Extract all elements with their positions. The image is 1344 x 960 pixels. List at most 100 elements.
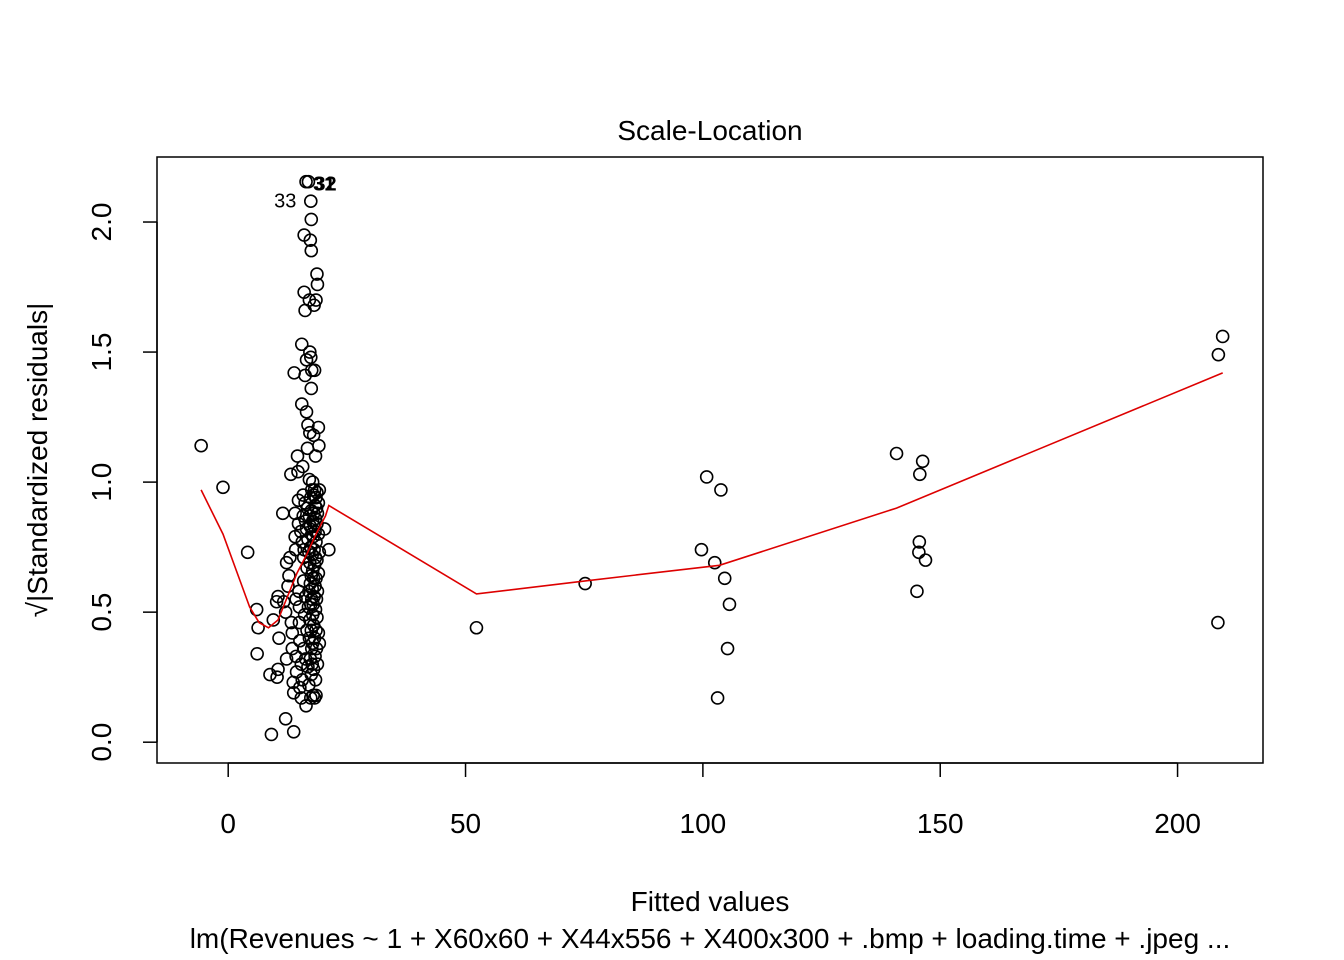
- data-point: [915, 454, 930, 469]
- data-point: [308, 649, 322, 664]
- data-point: [312, 545, 327, 560]
- data-point: [1215, 329, 1230, 344]
- data-point: [707, 555, 722, 570]
- data-point: [578, 576, 592, 591]
- data-point: [303, 350, 318, 365]
- data-point: [310, 584, 325, 599]
- data-point: [303, 233, 318, 248]
- data-point: [694, 542, 709, 557]
- data-point: [302, 472, 317, 487]
- data-point: [281, 579, 295, 593]
- x-tick-label: 0: [220, 808, 236, 839]
- x-axis: 0 50 100 150 200: [220, 762, 1201, 839]
- data-point: [290, 449, 305, 463]
- data-point: [311, 566, 326, 580]
- data-point: [306, 428, 321, 443]
- data-point: [282, 568, 296, 583]
- data-point: [309, 688, 323, 703]
- data-point: [278, 605, 293, 619]
- point-label: 31: [313, 174, 335, 196]
- y-axis-label: √|Standardized residuals|: [22, 303, 53, 618]
- data-point: [269, 594, 284, 609]
- y-tick-label: 0.5: [86, 593, 117, 632]
- data-point: [293, 680, 307, 695]
- data-point: [310, 610, 324, 625]
- data-point: [307, 483, 322, 497]
- data-point: [216, 480, 230, 495]
- data-point: [310, 485, 324, 500]
- data-point: [469, 620, 484, 635]
- data-point: [912, 545, 926, 560]
- data-point: [310, 506, 325, 521]
- data-point: [308, 602, 323, 617]
- y-tick-label: 1.0: [86, 463, 117, 502]
- point-label: 32: [314, 174, 336, 196]
- data-point: [305, 657, 320, 671]
- data-point: [310, 657, 325, 671]
- data-point: [913, 467, 927, 482]
- smooth-line: [200, 372, 1224, 629]
- data-point: [278, 711, 293, 726]
- x-tick-label: 50: [450, 808, 481, 839]
- data-point: [299, 698, 313, 713]
- data-point: [312, 636, 327, 651]
- data-point: [310, 277, 325, 292]
- plot-frame: [156, 156, 1264, 764]
- data-point: [311, 420, 326, 435]
- x-tick-label: 150: [917, 808, 964, 839]
- y-tick-label: 2.0: [86, 203, 117, 242]
- x-axis-label: Fitted values: [631, 886, 790, 917]
- data-point: [270, 670, 284, 684]
- data-point: [301, 174, 316, 189]
- data-point: [310, 553, 324, 567]
- data-point: [311, 626, 326, 640]
- data-point: [310, 267, 324, 281]
- data-point: [240, 545, 255, 560]
- data-point: [303, 345, 317, 359]
- data-point: [309, 293, 323, 307]
- data-point: [717, 571, 732, 586]
- data-point: [266, 613, 281, 627]
- data-point: [279, 652, 294, 666]
- data-point: [322, 542, 336, 557]
- data-point: [286, 724, 301, 739]
- data-point: [304, 212, 319, 227]
- data-point: [312, 483, 327, 497]
- data-point: [312, 438, 326, 453]
- data-point: [287, 366, 301, 380]
- data-point: [301, 418, 315, 432]
- data-point: [1211, 615, 1225, 630]
- data-point: [720, 641, 735, 656]
- y-tick-label: 1.5: [86, 333, 117, 372]
- data-point: [710, 691, 725, 705]
- data-point: [912, 535, 927, 549]
- data-point: [295, 459, 310, 474]
- chart-title: Scale-Location: [617, 115, 802, 146]
- data-point: [722, 597, 737, 612]
- data-point: [288, 542, 303, 557]
- data-point: [285, 626, 300, 640]
- data-point: [284, 467, 298, 482]
- data-point: [272, 631, 286, 645]
- data-point: [299, 405, 314, 419]
- data-point: [289, 592, 303, 606]
- model-subtitle: lm(Revenues ~ 1 + X60x60 + X44x556 + X40…: [190, 923, 1231, 954]
- y-tick-label: 0.0: [86, 723, 117, 762]
- data-point: [699, 470, 714, 484]
- data-point: [294, 337, 309, 352]
- x-tick-label: 100: [680, 808, 727, 839]
- data-point: [304, 381, 319, 396]
- y-axis: 0.0 0.5 1.0 1.5 2.0: [86, 203, 158, 762]
- data-point: [249, 602, 264, 617]
- data-point: [714, 483, 728, 497]
- data-point: [307, 363, 322, 378]
- data-point: [309, 592, 324, 606]
- smooth-curve: [200, 372, 1224, 629]
- data-point: [311, 496, 326, 510]
- x-tick-label: 200: [1154, 808, 1201, 839]
- data-point: [264, 727, 279, 742]
- data-point: [294, 397, 309, 411]
- data-point: [910, 584, 924, 599]
